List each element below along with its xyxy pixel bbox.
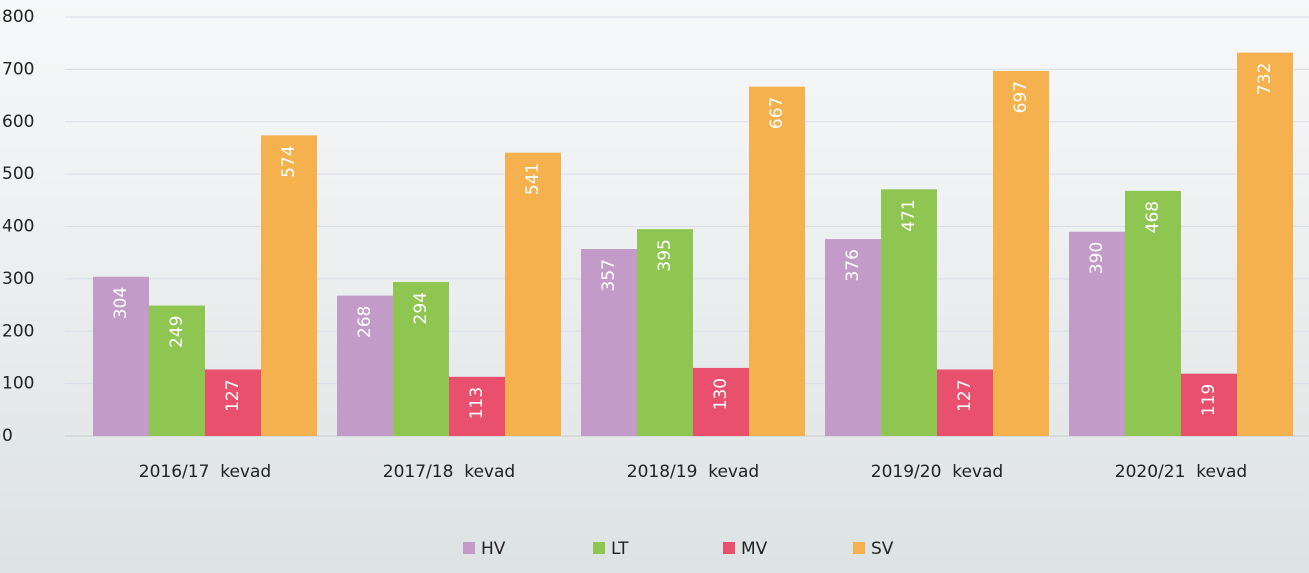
x-tick-label: 2018/19 kevad [627, 462, 759, 482]
legend-swatch [593, 542, 605, 554]
value-label: 294 [411, 292, 431, 324]
value-label: 541 [523, 163, 543, 195]
value-label: 697 [1011, 81, 1031, 113]
value-label: 113 [467, 387, 487, 419]
value-label: 127 [955, 379, 975, 411]
legend-label: MV [741, 539, 768, 559]
bar [749, 87, 805, 436]
value-label: 395 [655, 239, 675, 271]
value-label: 667 [767, 97, 787, 129]
legend-swatch [853, 542, 865, 554]
legend-label: HV [481, 539, 506, 559]
y-tick-label: 400 [2, 217, 34, 237]
value-label: 471 [899, 199, 919, 231]
y-tick-label: 100 [2, 374, 34, 394]
y-tick-label: 800 [2, 7, 34, 27]
value-label: 376 [843, 249, 863, 281]
value-label: 249 [167, 316, 187, 348]
bar [993, 71, 1049, 436]
value-label: 574 [279, 145, 299, 177]
value-label: 127 [223, 379, 243, 411]
chart: 0 100 200 300 400 500 600 700 800 2016/17 kevad 30… [0, 0, 1309, 573]
value-label: 304 [111, 287, 131, 319]
x-tick-label: 2020/21 kevad [1115, 462, 1247, 482]
legend-swatch [463, 542, 475, 554]
y-tick-label: 500 [2, 164, 34, 184]
page: {"chart_data": {"type": "bar", "categori… [0, 0, 1309, 573]
value-label: 468 [1143, 201, 1163, 233]
bar [1237, 53, 1293, 436]
value-label: 268 [355, 306, 375, 338]
x-tick-label: 2017/18 kevad [383, 462, 515, 482]
value-label: 357 [599, 259, 619, 291]
y-tick-label: 200 [2, 321, 34, 341]
bar [261, 135, 317, 436]
y-tick-label: 600 [2, 112, 34, 132]
x-tick-label: 2016/17 kevad [139, 462, 271, 482]
value-label: 390 [1087, 242, 1107, 274]
legend-swatch [723, 542, 735, 554]
legend-label: LT [611, 539, 629, 559]
value-label: 119 [1199, 384, 1219, 416]
y-tick-label: 300 [2, 269, 34, 289]
y-tick-label: 0 [2, 426, 13, 446]
legend-label: SV [871, 539, 894, 559]
x-tick-label: 2019/20 kevad [871, 462, 1003, 482]
value-label: 130 [711, 378, 731, 410]
value-label: 732 [1255, 63, 1275, 95]
y-tick-label: 700 [2, 59, 34, 79]
